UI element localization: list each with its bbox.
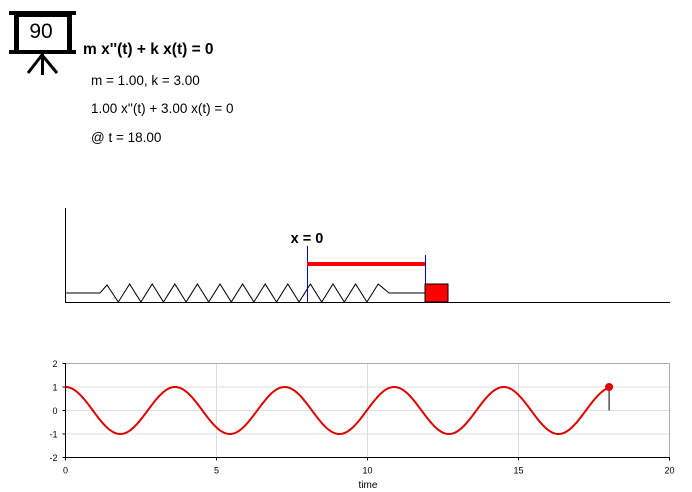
series-line [65,385,610,436]
parameters-text: m = 1.00, k = 3.00 [91,73,200,88]
board-number: 90 [29,20,53,43]
current-point [605,383,614,391]
y-tick-label: 2 [52,359,57,369]
time-readout: @ t = 18.00 [91,130,162,145]
displacement-bar [307,262,425,266]
x-tick-label: 15 [513,466,523,476]
spring-coil [65,283,425,303]
x-tick-label: 5 [214,466,219,476]
substituted-equation: 1.00 x''(t) + 3.00 x(t) = 0 [91,101,234,116]
mass-block [424,283,449,303]
presentation-board-icon: 90 [0,0,80,80]
equation-title: m x''(t) + k x(t) = 0 [83,41,214,58]
x-tick-label: 20 [664,466,674,476]
y-tick-label: -1 [49,430,57,440]
y-tick-label: 0 [52,406,57,416]
x-axis-label: time [359,480,378,491]
x-tick-label: 10 [362,466,372,476]
y-tick-label: 1 [52,383,57,393]
y-tick-label: -2 [49,453,57,463]
plot-frame [65,363,670,458]
chart-grid [65,363,670,458]
x-tick-label: 0 [63,466,68,476]
equilibrium-label: x = 0 [291,231,324,247]
